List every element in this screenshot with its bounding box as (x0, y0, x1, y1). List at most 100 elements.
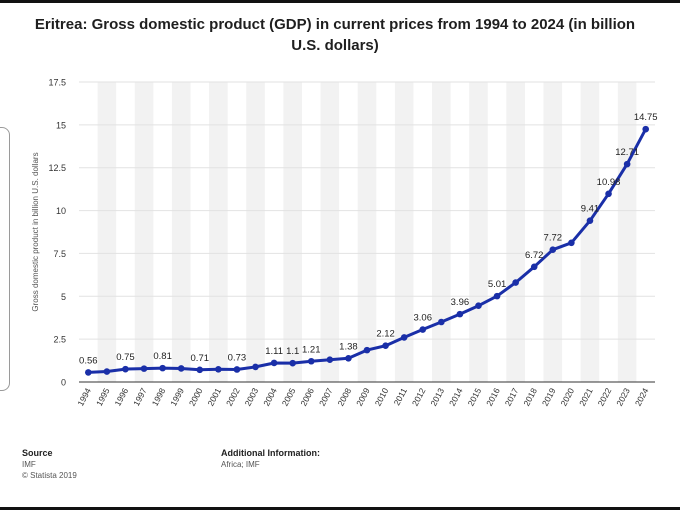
y-tick-label: 0 (61, 378, 66, 388)
x-tick-label: 2007 (317, 386, 335, 408)
data-label: 9.41 (581, 204, 600, 215)
data-point (326, 356, 334, 364)
bottom-border (0, 507, 680, 510)
y-tick-label: 2.5 (53, 335, 66, 345)
background-band (469, 82, 488, 382)
data-point (568, 239, 575, 247)
x-tick-label: 2011 (392, 386, 410, 407)
data-point (419, 326, 427, 333)
background-band (506, 82, 525, 382)
data-label: 12.71 (615, 147, 639, 158)
data-point (289, 359, 296, 367)
background-band (97, 82, 117, 382)
data-point (456, 310, 464, 318)
background-band (543, 82, 563, 382)
x-tick-label: 2005 (280, 386, 298, 408)
y-tick-label: 17.5 (48, 78, 66, 88)
data-point (177, 365, 185, 372)
x-tick-label: 1996 (113, 386, 131, 408)
data-point (84, 369, 92, 376)
data-point (345, 355, 352, 362)
data-label: 0.56 (79, 355, 98, 366)
data-point (270, 359, 278, 367)
background-band (357, 82, 377, 382)
data-point (642, 125, 650, 133)
source-line-imf: IMF (22, 460, 36, 469)
data-point (233, 366, 241, 373)
source-heading: Source (22, 448, 53, 458)
data-label: 3.96 (451, 297, 470, 308)
data-point (438, 318, 445, 326)
x-tick-label: 2018 (521, 386, 539, 408)
data-label: 1.1 (286, 346, 299, 357)
data-point (103, 368, 111, 375)
x-tick-label: 1998 (150, 386, 168, 408)
background-band (246, 82, 265, 382)
x-tick-label: 2013 (428, 386, 446, 408)
x-tick-label: 2004 (261, 386, 279, 408)
additional-info-heading: Additional Information: (221, 448, 320, 458)
x-tick-label: 2006 (298, 386, 316, 408)
data-point (382, 342, 389, 349)
data-label: 1.21 (302, 344, 321, 355)
x-tick-label: 2019 (540, 386, 558, 408)
x-tick-label: 2000 (187, 386, 205, 408)
data-point (215, 366, 222, 373)
x-tick-label: 2021 (577, 386, 595, 408)
x-tick-label: 2014 (447, 386, 465, 408)
x-tick-label: 1994 (75, 386, 93, 408)
data-label: 1.11 (265, 346, 283, 357)
data-point (493, 292, 501, 300)
x-tick-label: 2022 (596, 386, 614, 408)
data-label: 7.72 (544, 233, 563, 244)
data-point (512, 279, 519, 286)
background-band (320, 82, 340, 382)
data-label: 14.75 (634, 112, 658, 123)
data-label: 0.75 (116, 352, 135, 363)
background-band (580, 82, 600, 382)
background-band (394, 82, 414, 382)
x-tick-label: 1999 (168, 386, 186, 408)
data-point (605, 190, 612, 198)
data-point (475, 302, 482, 310)
data-point (363, 346, 371, 354)
data-point (122, 365, 129, 373)
background-band (432, 82, 451, 382)
x-tick-label: 2008 (335, 386, 353, 408)
additional-info-text: Africa; IMF (221, 460, 260, 469)
x-tick-label: 2002 (224, 386, 242, 408)
data-point (400, 334, 408, 341)
data-point (623, 160, 631, 168)
background-band (134, 82, 154, 382)
data-point (549, 246, 557, 253)
x-tick-label: 1997 (131, 386, 149, 408)
x-tick-label: 1995 (94, 386, 112, 408)
x-tick-label: 2024 (633, 386, 651, 408)
background-band (171, 82, 191, 382)
y-axis-title: Gross domestic product in billion U.S. d… (31, 152, 40, 311)
data-point (159, 364, 166, 372)
data-label: 0.81 (153, 351, 172, 362)
top-border (0, 0, 680, 3)
data-label: 1.38 (339, 341, 358, 352)
data-label: 0.71 (191, 353, 210, 364)
data-label: 5.01 (488, 279, 507, 290)
data-point (586, 217, 594, 224)
data-point (307, 357, 315, 365)
background-band (283, 82, 302, 382)
background-band (617, 82, 637, 382)
y-tick-label: 12.5 (48, 163, 66, 173)
y-tick-label: 7.5 (53, 249, 66, 259)
data-point (252, 363, 259, 371)
chart-title: Eritrea: Gross domestic product (GDP) in… (34, 16, 636, 54)
x-tick-label: 2003 (243, 386, 261, 408)
x-tick-label: 2012 (410, 386, 428, 408)
x-tick-label: 2016 (484, 386, 502, 408)
x-tick-label: 2017 (503, 386, 521, 408)
data-point (530, 263, 538, 271)
x-tick-label: 2001 (205, 386, 223, 408)
data-point (196, 366, 204, 374)
data-point (140, 365, 148, 372)
x-tick-label: 2010 (373, 386, 391, 408)
